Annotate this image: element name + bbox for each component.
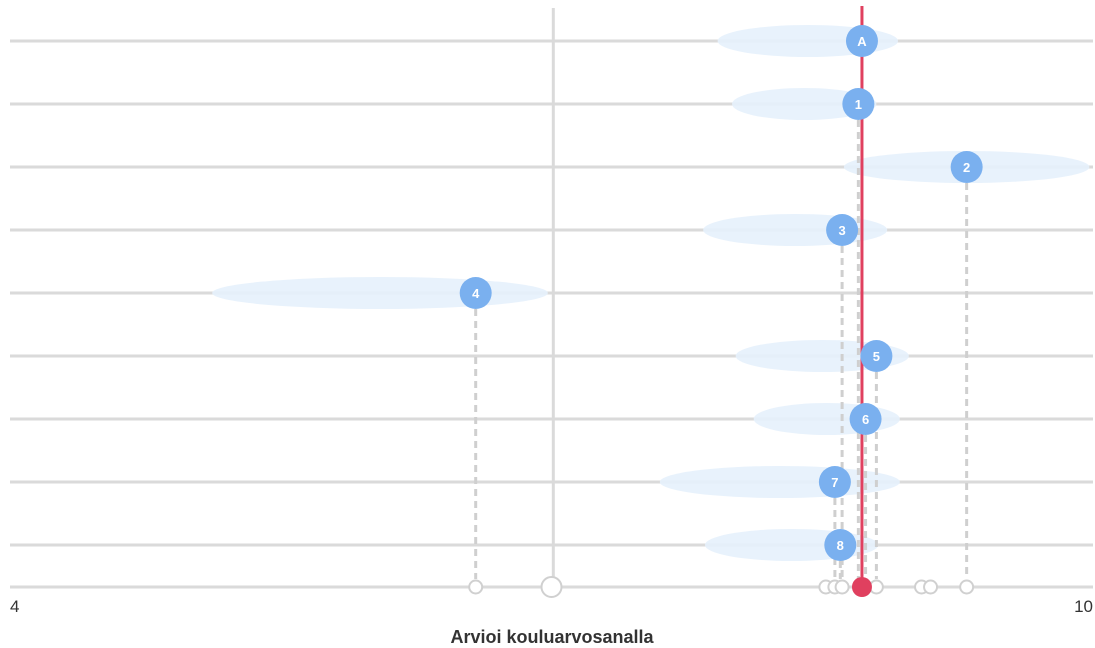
point-marker-label: 7 <box>831 475 838 490</box>
axis-value-marker <box>923 579 939 595</box>
marker-layer: A 1 2 3 4 5 6 7 8 <box>459 25 983 561</box>
spread-band <box>212 277 548 309</box>
point-marker-label: 2 <box>963 160 970 175</box>
axis-handle[interactable] <box>540 576 563 598</box>
axis-value-marker <box>468 579 484 595</box>
point-marker[interactable] <box>849 403 882 435</box>
axis-labels: 4 10 Arvioi kouluarvosanalla <box>10 597 1093 647</box>
point-marker-label: 4 <box>472 286 480 301</box>
point-marker[interactable] <box>818 466 851 498</box>
point-marker[interactable] <box>842 88 875 120</box>
point-marker-label: 1 <box>855 97 862 112</box>
point-marker[interactable] <box>860 340 893 372</box>
axis-value-marker <box>834 579 850 595</box>
drop-lines <box>474 120 969 579</box>
axis-value-marker <box>959 579 975 595</box>
point-marker[interactable] <box>845 25 878 57</box>
x-tick-label-max: 10 <box>1074 597 1093 616</box>
point-marker[interactable] <box>950 151 983 183</box>
point-marker[interactable] <box>824 529 857 561</box>
point-marker-label: A <box>857 34 867 49</box>
spread-band <box>659 466 900 498</box>
x-axis <box>10 576 1093 598</box>
point-marker-label: 5 <box>873 349 880 364</box>
x-tick-label-min: 4 <box>10 597 19 616</box>
point-marker-label: 6 <box>862 412 869 427</box>
point-marker[interactable] <box>826 214 859 246</box>
reference-handle[interactable] <box>851 577 872 597</box>
spread-band <box>732 88 877 120</box>
point-marker-label: 8 <box>837 538 844 553</box>
grid-layer <box>10 8 1093 587</box>
point-marker-label: 3 <box>838 223 845 238</box>
point-marker[interactable] <box>459 277 492 309</box>
x-axis-title: Arvioi kouluarvosanalla <box>450 627 654 647</box>
